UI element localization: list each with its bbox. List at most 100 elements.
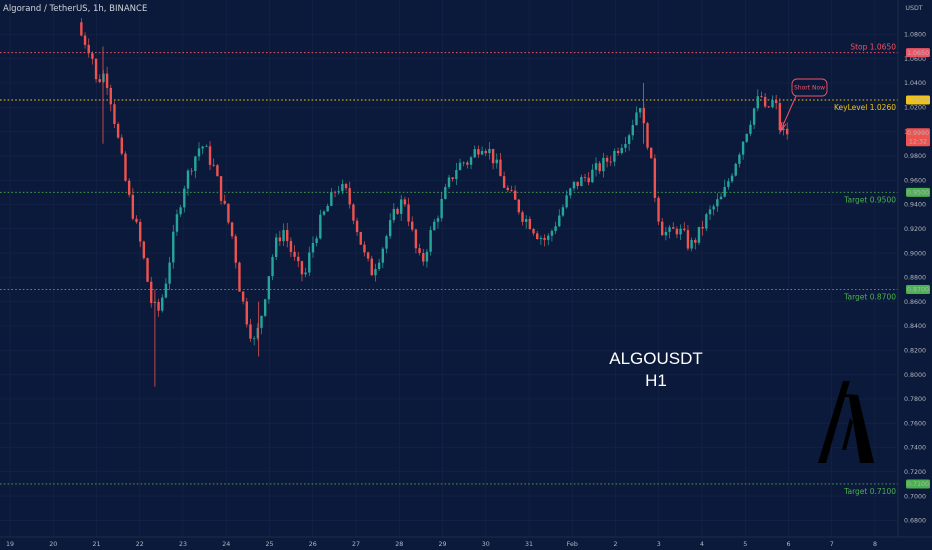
level-label-key: KeyLevel 1.0260	[834, 103, 896, 112]
candle-body	[245, 301, 248, 325]
candle-body	[381, 248, 385, 263]
candle-body	[653, 158, 657, 198]
candle-body	[502, 176, 506, 188]
annotation-group[interactable]: Short Now	[779, 78, 828, 133]
candle-body	[668, 227, 671, 232]
price-badge-key	[906, 95, 930, 105]
candle-body	[219, 176, 223, 201]
x-tick-label: 2	[613, 541, 617, 548]
gridlines	[0, 0, 898, 537]
candle-body	[661, 221, 664, 236]
candle-body	[197, 148, 201, 157]
candle-body	[98, 79, 101, 82]
symbol-title: Algorand / TetherUS, 1h, BINANCE	[3, 4, 147, 14]
candle-body	[326, 205, 329, 212]
candle-body	[94, 58, 98, 80]
y-tick-label: 0.9800	[904, 153, 926, 160]
candle-body	[550, 230, 554, 236]
watermark: ALGOUSDT H1	[609, 349, 703, 390]
candle-body	[359, 232, 362, 245]
candle-body	[569, 188, 572, 196]
candle-body	[157, 301, 160, 311]
candle-body	[116, 123, 120, 138]
x-tick-label: 29	[438, 541, 446, 548]
candle-body	[87, 44, 90, 54]
countdown-text: 12:32	[909, 138, 927, 145]
candle-body	[506, 187, 510, 191]
candle-body	[175, 214, 179, 232]
candle-body	[686, 230, 690, 249]
time-axis[interactable]	[0, 537, 932, 550]
candle-body	[216, 165, 219, 177]
x-axis-ticks: 19 20 21 22 23 24 25 26 27 28 29 30 31 Feb 2 3 4 5 6 7 8	[6, 541, 877, 548]
y-tick-label: 0.6800	[904, 518, 926, 525]
candle-body	[164, 283, 168, 298]
candle-body	[422, 253, 425, 262]
x-tick-label: 22	[136, 541, 144, 548]
level-label-target: Target 0.7100	[843, 487, 896, 496]
candles	[80, 18, 789, 387]
candle-body	[135, 218, 138, 222]
candle-body	[477, 149, 480, 155]
y-tick-label: 0.8600	[904, 299, 926, 306]
candle-body	[694, 239, 697, 243]
candle-body	[605, 157, 609, 162]
candle-body	[399, 199, 403, 214]
candle-body	[388, 220, 392, 237]
candle-body	[510, 190, 513, 191]
candle-body	[411, 221, 414, 230]
last-price-text: 0.9990	[907, 130, 929, 137]
candle-body	[120, 137, 124, 154]
x-tick-label: 30	[482, 541, 490, 548]
price-badge-text: 1.0260	[907, 97, 929, 104]
candle-body	[657, 197, 660, 222]
level-label-target: Target 0.8700	[843, 293, 896, 302]
candle-body	[613, 150, 616, 162]
candle-body	[223, 200, 226, 204]
candle-body	[543, 237, 546, 240]
level-lines: Stop 1.0650 KeyLevel 1.0260 Target 0.9500 T…	[0, 43, 898, 496]
candle-body	[536, 233, 539, 239]
candle-body	[300, 261, 304, 275]
y-tick-label: 1.0600	[904, 56, 926, 63]
candle-body	[337, 191, 340, 193]
annotation-arrow	[779, 95, 797, 133]
candle-body	[763, 96, 767, 107]
candle-body	[179, 207, 182, 215]
candle-body	[455, 170, 458, 180]
candle-body	[414, 229, 418, 249]
candle-body	[752, 108, 756, 125]
candle-body	[532, 229, 535, 234]
watermark-timeframe: H1	[645, 371, 667, 390]
candle-body	[683, 228, 686, 231]
candle-body	[275, 237, 278, 258]
candle-body	[172, 231, 175, 263]
y-tick-label: 0.9200	[904, 226, 926, 233]
candle-body	[705, 214, 708, 229]
price-badge-target	[906, 285, 930, 295]
candle-body	[635, 112, 638, 126]
candle-body	[363, 244, 366, 253]
candle-body	[756, 96, 759, 109]
candle-body	[697, 226, 701, 243]
price-badge-text: 0.7100	[907, 481, 929, 488]
price-badge-stop	[906, 48, 930, 58]
candle-body	[249, 324, 252, 339]
candle-body	[561, 207, 565, 216]
candle-body	[616, 150, 620, 154]
candle-body	[260, 315, 263, 328]
candle-body	[293, 251, 296, 257]
annotation-bubble[interactable]	[791, 78, 828, 97]
candle-body	[102, 73, 105, 82]
y-tick-label: 0.8400	[904, 323, 926, 330]
candle-body	[308, 252, 311, 273]
candle-body	[256, 327, 260, 339]
candle-body	[109, 87, 112, 105]
candle-body	[370, 258, 373, 276]
candle-body	[727, 181, 730, 187]
candle-body	[161, 297, 164, 311]
candle-body	[271, 257, 274, 277]
price-axis[interactable]	[898, 0, 932, 550]
